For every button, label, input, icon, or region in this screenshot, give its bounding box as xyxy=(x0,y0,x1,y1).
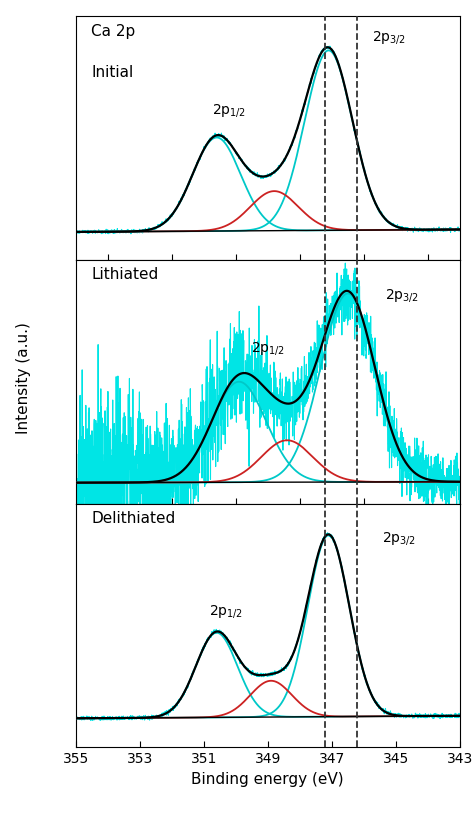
Text: Lithiated: Lithiated xyxy=(91,268,158,282)
Text: 2p$_{1/2}$: 2p$_{1/2}$ xyxy=(212,102,246,119)
Text: 2p$_{3/2}$: 2p$_{3/2}$ xyxy=(385,287,419,304)
Text: 2p$_{1/2}$: 2p$_{1/2}$ xyxy=(251,341,285,357)
Text: 2p$_{3/2}$: 2p$_{3/2}$ xyxy=(373,29,406,46)
Text: Ca 2p: Ca 2p xyxy=(91,24,136,39)
Text: 2p$_{1/2}$: 2p$_{1/2}$ xyxy=(209,603,243,621)
Text: Delithiated: Delithiated xyxy=(91,511,175,526)
Text: Intensity (a.u.): Intensity (a.u.) xyxy=(16,322,31,433)
Text: 2p$_{3/2}$: 2p$_{3/2}$ xyxy=(382,530,416,548)
Text: Initial: Initial xyxy=(91,65,134,80)
X-axis label: Binding energy (eV): Binding energy (eV) xyxy=(191,772,344,787)
